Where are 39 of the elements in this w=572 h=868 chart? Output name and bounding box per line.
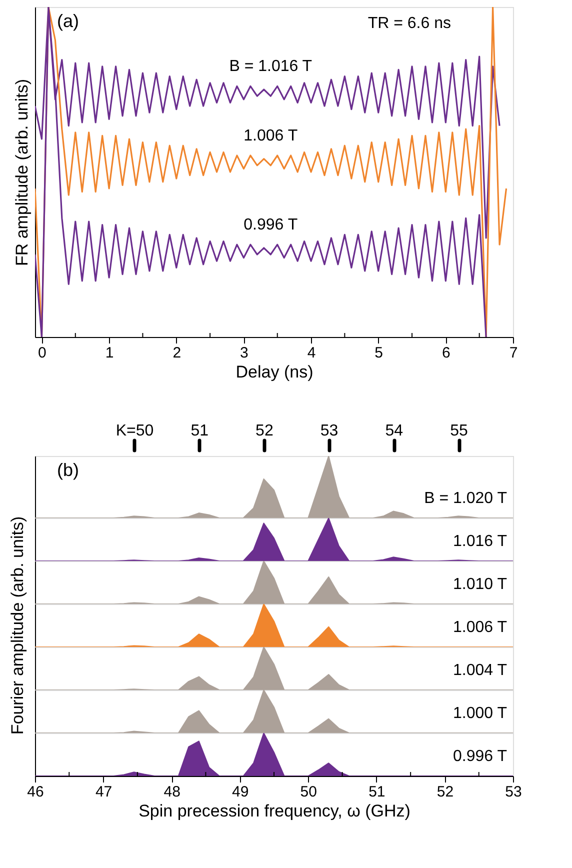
x-tick-label: 3: [240, 344, 248, 362]
x-tick-label: 0: [38, 344, 46, 362]
x-tick-label: 4: [307, 344, 316, 362]
x2-tick-label: 53: [320, 422, 338, 440]
x-tick-label: 5: [374, 344, 384, 362]
series-label: 0.996 T: [453, 748, 508, 765]
x-tick-label: 6: [442, 344, 450, 362]
x-tick-label: 7: [509, 344, 518, 362]
x2-tick-label: 51: [190, 422, 209, 440]
annotation: (a): [57, 11, 79, 31]
x2-tick-label: 52: [256, 422, 274, 440]
series-label: B = 1.016 T: [229, 58, 312, 76]
x-tick-label: 2: [172, 344, 182, 362]
x-tick-label: 51: [368, 784, 386, 800]
series-label: B = 1.020 T: [424, 490, 508, 507]
series-label: 1.006 T: [453, 619, 508, 636]
series-label: 1.000 T: [453, 705, 508, 722]
x2-tick-label: 54: [385, 422, 404, 440]
x-tick-label: 47: [95, 784, 112, 800]
x-tick-label: 49: [232, 784, 249, 800]
series-label: 1.010 T: [453, 576, 508, 593]
x-tick-label: 48: [164, 784, 180, 800]
annotation: TR = 6.6 ns: [368, 15, 451, 32]
x-tick-label: 52: [436, 784, 454, 800]
annotation: (b): [57, 460, 79, 480]
series-label: 1.016 T: [453, 533, 508, 550]
x-tick-label: 50: [300, 784, 317, 800]
x-tick-label: 53: [505, 784, 522, 800]
x-tick-label: 46: [27, 784, 44, 800]
y-axis-title: FR amplitude (arb. units): [12, 78, 32, 266]
y-axis-title: Fourier amplitude (arb. units): [8, 516, 27, 735]
series-label: 1.004 T: [453, 662, 508, 679]
x2-tick-label: 55: [450, 422, 468, 440]
series-label: 1.006 T: [244, 127, 298, 144]
x-axis-title: Spin precession frequency, ω (GHz): [138, 802, 410, 820]
series-label: 0.996 T: [244, 216, 298, 234]
x-axis-title: Delay (ns): [236, 362, 314, 382]
x-tick-label: 1: [105, 344, 114, 362]
x2-tick-label: K=50: [116, 422, 154, 440]
